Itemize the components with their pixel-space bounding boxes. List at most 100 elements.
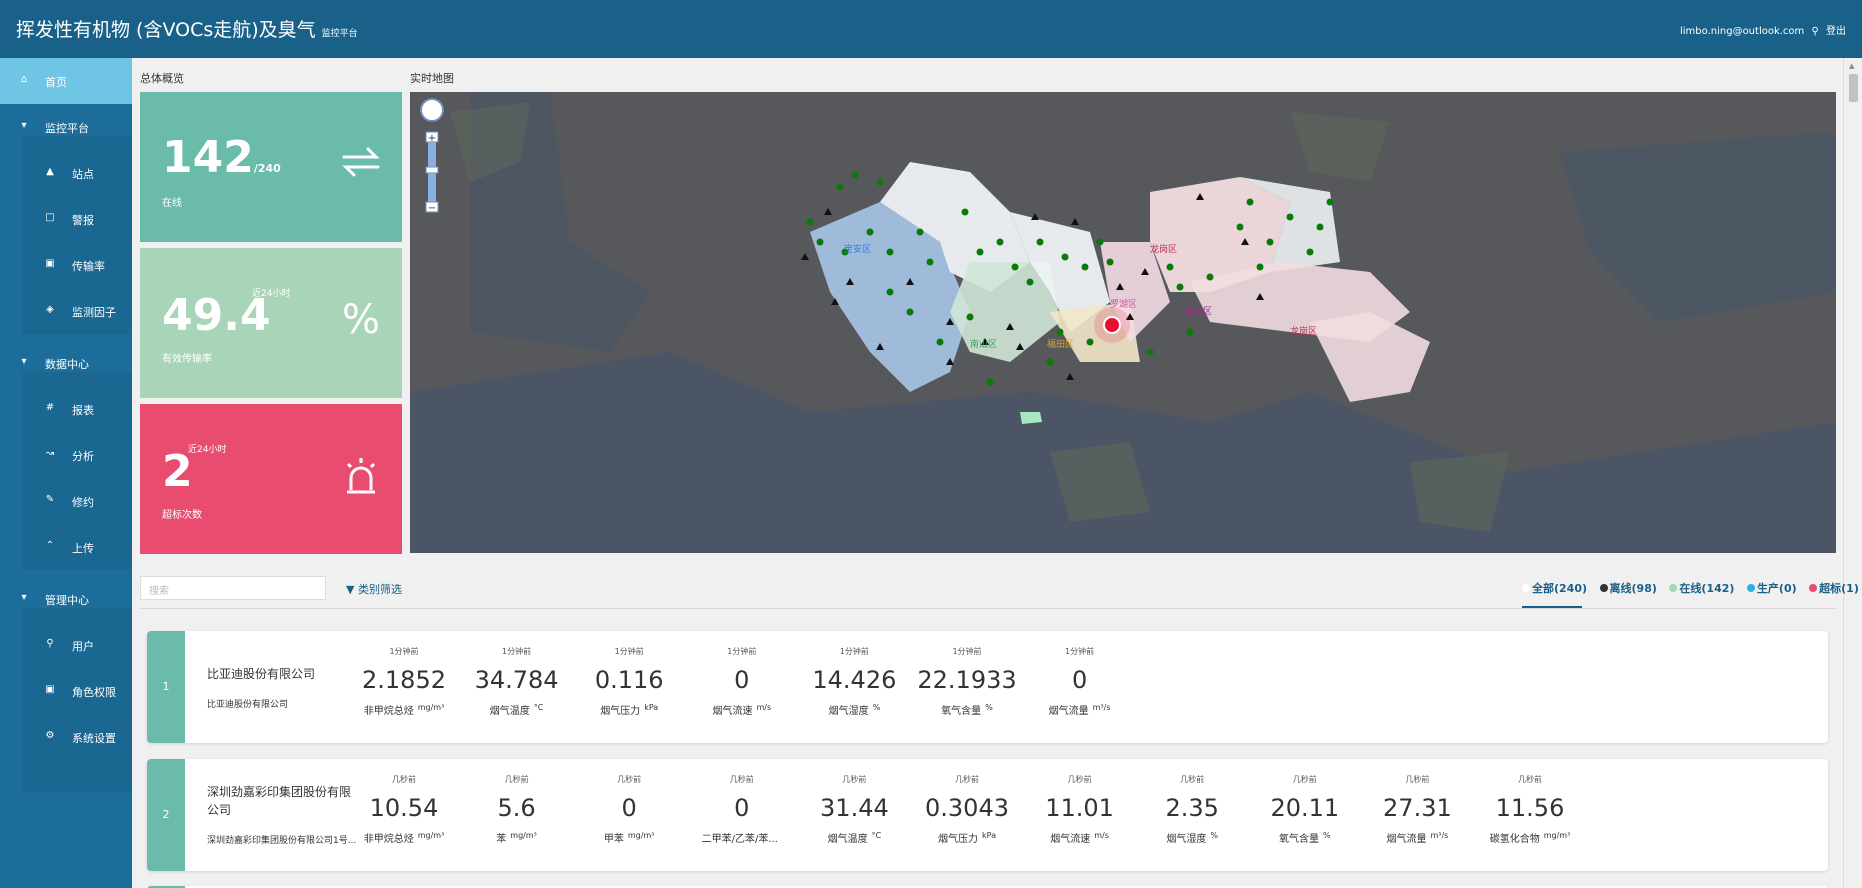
metric-column[interactable]: 1分钟前 0.116 烟气压力 kPa — [574, 646, 684, 717]
station-card[interactable]: 1 比亚迪股份有限公司 比亚迪股份有限公司 1分钟前 2.1852 非甲烷总烃 mg/… — [147, 631, 1828, 743]
offline-station-marker[interactable] — [906, 278, 914, 285]
metric-column[interactable]: 1分钟前 14.426 烟气湿度% — [799, 646, 909, 717]
online-station-marker[interactable] — [1011, 263, 1019, 271]
tab-production[interactable]: 生产(0) — [1746, 580, 1797, 596]
metric-column[interactable]: 几秒前 27.31 烟气流量 m³/s — [1362, 774, 1472, 845]
metric-column[interactable]: 几秒前 10.54 非甲烷总烃 mg/m³ — [349, 774, 459, 845]
online-station-marker[interactable] — [1056, 328, 1064, 336]
online-station-marker[interactable] — [961, 208, 969, 216]
sidebar-item-transmission[interactable]: ▣ 传输率 — [22, 242, 132, 288]
sidebar-item-analysis[interactable]: ↝ 分析 — [22, 432, 132, 478]
online-station-marker[interactable] — [1086, 338, 1094, 346]
metric-column[interactable]: 几秒前 0 二甲苯/乙苯/苯... — [687, 774, 797, 845]
offline-station-marker[interactable] — [1066, 373, 1074, 380]
logout-link[interactable]: 登出 — [1826, 26, 1846, 37]
online-station-marker[interactable] — [906, 308, 914, 316]
sidebar-item-alarms[interactable]: □ 警报 — [22, 196, 132, 242]
online-station-marker[interactable] — [886, 288, 894, 296]
sidebar-item-management[interactable]: ▾ 管理中心 — [0, 576, 132, 622]
sidebar-item-home[interactable]: ⌂ 首页 — [0, 58, 132, 104]
offline-station-marker[interactable] — [981, 338, 989, 345]
offline-station-marker[interactable] — [946, 358, 954, 365]
metric-column[interactable]: 1分钟前 0 烟气流量 m³/s — [1025, 646, 1135, 717]
offline-station-marker[interactable] — [1116, 283, 1124, 290]
alarm-marker[interactable] — [1103, 316, 1121, 334]
online-station-marker[interactable] — [851, 171, 859, 179]
metric-column[interactable]: 几秒前 0 甲苯 mg/m³ — [574, 774, 684, 845]
metric-column[interactable]: 几秒前 0.3043 烟气压力 kPa — [912, 774, 1022, 845]
realtime-map[interactable]: + − 宝安区 南山区 福田区 罗湖区 盐田区 龙岗区 龙岗区 — [410, 92, 1836, 553]
online-station-marker[interactable] — [1026, 278, 1034, 286]
sidebar-item-data-center[interactable]: ▾ 数据中心 — [0, 340, 132, 386]
station-name[interactable]: 比亚迪股份有限公司 — [207, 667, 316, 681]
online-station-marker[interactable] — [1326, 198, 1334, 206]
transmission-card[interactable]: 近24小时 49.4 有效传输率 % — [140, 248, 402, 398]
online-station-marker[interactable] — [876, 178, 884, 186]
offline-station-marker[interactable] — [846, 278, 854, 285]
tab-offline[interactable]: 离线(98) — [1599, 580, 1657, 596]
station-name[interactable]: 深圳劲嘉彩印集团股份有限公司 — [207, 785, 352, 817]
online-station-marker[interactable] — [841, 248, 849, 256]
metric-column[interactable]: 几秒前 2.35 烟气湿度% — [1137, 774, 1247, 845]
tab-online[interactable]: 在线(142) — [1669, 580, 1734, 596]
online-station-marker[interactable] — [1306, 248, 1314, 256]
online-station-marker[interactable] — [986, 378, 994, 386]
exceed-card[interactable]: 近24小时 2 超标次数 — [140, 404, 402, 554]
online-station-marker[interactable] — [816, 238, 824, 246]
offline-station-marker[interactable] — [1141, 268, 1149, 275]
offline-station-marker[interactable] — [1006, 323, 1014, 330]
online-station-marker[interactable] — [1081, 263, 1089, 271]
metric-column[interactable]: 几秒前 20.11 氧气含量% — [1250, 774, 1360, 845]
online-station-marker[interactable] — [1206, 273, 1214, 281]
online-station-marker[interactable] — [1186, 328, 1194, 336]
sidebar-item-factors[interactable]: ◈ 监测因子 — [22, 288, 132, 334]
offline-station-marker[interactable] — [824, 208, 832, 215]
online-station-marker[interactable] — [1166, 263, 1174, 271]
metric-column[interactable]: 几秒前 11.56 碳氢化合物 mg/m³ — [1475, 774, 1585, 845]
offline-station-marker[interactable] — [1071, 218, 1079, 225]
online-station-marker[interactable] — [996, 238, 1004, 246]
metric-column[interactable]: 几秒前 5.6 苯 mg/m³ — [462, 774, 572, 845]
metric-column[interactable]: 1分钟前 0 烟气流速 m/s — [687, 646, 797, 717]
sidebar-item-roles[interactable]: ▣ 角色权限 — [22, 668, 132, 714]
online-station-marker[interactable] — [886, 248, 894, 256]
online-station-marker[interactable] — [916, 228, 924, 236]
metric-column[interactable]: 1分钟前 34.784 烟气温度 °C — [462, 646, 572, 717]
online-station-marker[interactable] — [1046, 358, 1054, 366]
map-pan-control[interactable] — [420, 98, 444, 122]
tab-all[interactable]: 全部(240) — [1522, 580, 1587, 596]
station-card[interactable]: 2 深圳劲嘉彩印集团股份有限公司 深圳劲嘉彩印集团股份有限公司1号... 几秒前… — [147, 759, 1828, 871]
sidebar-item-users[interactable]: ⚲ 用户 — [22, 622, 132, 668]
offline-station-marker[interactable] — [876, 343, 884, 350]
online-station-marker[interactable] — [1256, 263, 1264, 271]
offline-station-marker[interactable] — [831, 298, 839, 305]
map-zoom-out[interactable] — [425, 201, 439, 213]
offline-station-marker[interactable] — [1256, 293, 1264, 300]
online-station-marker[interactable] — [836, 183, 844, 191]
category-filter-button[interactable]: ▼ 类别筛选 — [346, 581, 402, 597]
online-station-marker[interactable] — [866, 228, 874, 236]
online-station-marker[interactable] — [966, 313, 974, 321]
tab-exceed[interactable]: 超标(1) — [1809, 580, 1859, 596]
online-station-marker[interactable] — [1286, 213, 1294, 221]
metric-column[interactable]: 1分钟前 2.1852 非甲烷总烃 mg/m³ — [349, 646, 459, 717]
scroll-thumb[interactable] — [1849, 74, 1858, 102]
offline-station-marker[interactable] — [1126, 313, 1134, 320]
online-station-marker[interactable] — [806, 218, 814, 226]
online-station-marker[interactable] — [976, 248, 984, 256]
online-station-marker[interactable] — [1146, 348, 1154, 356]
search-input[interactable]: 搜索 — [140, 576, 326, 600]
sidebar-item-settings[interactable]: ⚙ 系统设置 — [22, 714, 132, 760]
offline-station-marker[interactable] — [1031, 213, 1039, 220]
offline-station-marker[interactable] — [1196, 193, 1204, 200]
online-station-marker[interactable] — [1246, 198, 1254, 206]
online-station-marker[interactable] — [926, 258, 934, 266]
offline-station-marker[interactable] — [1241, 238, 1249, 245]
online-card[interactable]: 142/240 在线 — [140, 92, 402, 242]
online-station-marker[interactable] — [1106, 258, 1114, 266]
online-station-marker[interactable] — [1036, 238, 1044, 246]
online-station-marker[interactable] — [1096, 238, 1104, 246]
online-station-marker[interactable] — [1316, 223, 1324, 231]
station-card[interactable] — [147, 886, 1828, 888]
